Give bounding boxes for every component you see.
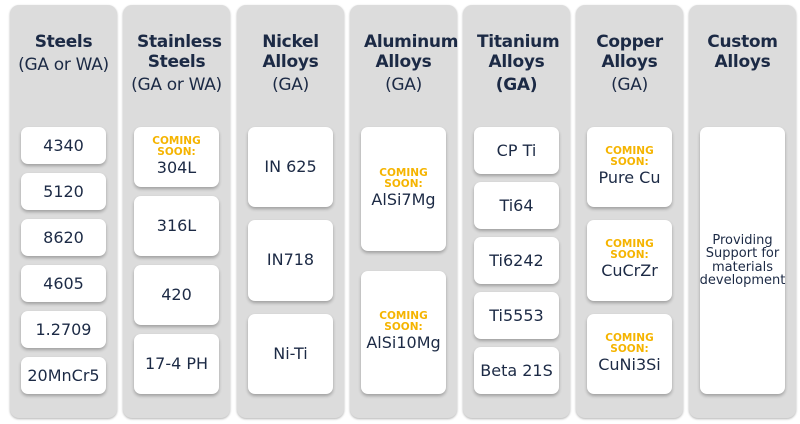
alloy-card[interactable]: COMING SOON: AlSi10Mg <box>361 270 446 394</box>
column-subtitle: (GA) <box>272 75 309 95</box>
alloy-name: CuNi3Si <box>598 354 661 374</box>
alloy-name: Beta 21S <box>480 360 553 380</box>
alloy-name: CuCrZr <box>601 261 658 281</box>
alloy-name: Ni-Ti <box>273 343 308 363</box>
alloy-card[interactable]: 8620 <box>21 219 106 256</box>
alloy-card[interactable]: Beta 21S <box>474 347 559 394</box>
alloy-name: 5120 <box>43 181 84 201</box>
column-stainless-steels: Stainless Steels (GA or WA) COMING SOON: 30… <box>123 5 230 418</box>
column-nickel-alloys: Nickel Alloys (GA) IN 625 IN718 Ni-Ti <box>237 5 344 418</box>
column-header: Nickel Alloys (GA) <box>237 32 344 96</box>
alloy-card[interactable]: Ti6242 <box>474 237 559 284</box>
card-list: IN 625 IN718 Ni-Ti <box>248 127 333 394</box>
alloy-name: 20MnCr5 <box>27 365 100 385</box>
alloy-name: 4340 <box>43 135 84 155</box>
alloy-card[interactable]: 17-4 PH <box>134 334 219 394</box>
alloy-card[interactable]: Ti5553 <box>474 292 559 339</box>
alloy-name: IN718 <box>266 250 315 270</box>
alloy-name: 420 <box>161 285 192 304</box>
alloy-card[interactable]: 5120 <box>21 173 106 210</box>
card-list: CP Ti Ti64 Ti6242 Ti5553 Beta 21S <box>474 127 559 394</box>
alloy-card[interactable]: 1.2709 <box>21 311 106 348</box>
alloy-card[interactable]: Ti64 <box>474 182 559 229</box>
alloy-name: IN 625 <box>264 157 317 177</box>
alloy-card[interactable]: IN 625 <box>248 127 333 208</box>
alloy-card[interactable]: COMING SOON: AlSi7Mg <box>361 127 446 251</box>
alloy-card[interactable]: 20MnCr5 <box>21 357 106 394</box>
card-list: Providing Support for materials developm… <box>700 127 785 394</box>
alloy-name: 316L <box>156 216 197 235</box>
column-aluminum-alloys: Aluminum Alloys (GA) COMING SOON: AlSi7Mg CO… <box>350 5 459 418</box>
column-header: Copper Alloys (GA) <box>576 32 683 96</box>
column-header: Titanium Alloys (GA) <box>463 32 570 96</box>
alloy-card[interactable]: COMING SOON: Pure Cu <box>587 127 672 208</box>
coming-soon-label: COMING SOON: <box>379 166 428 190</box>
alloy-name: 17-4 PH <box>144 354 209 373</box>
alloy-name: AlSi10Mg <box>366 333 441 353</box>
alloy-card[interactable]: Ni-Ti <box>248 313 333 394</box>
coming-soon-label: COMING SOON: <box>152 135 201 158</box>
alloy-card[interactable]: COMING SOON: CuCrZr <box>587 220 672 301</box>
card-list: COMING SOON: 304L 316L 420 17-4 PH <box>134 127 219 394</box>
coming-soon-label: COMING SOON: <box>605 331 654 355</box>
coming-soon-label: COMING SOON: <box>379 310 428 334</box>
alloy-card[interactable]: 420 <box>134 265 219 325</box>
column-title: Stainless Steels <box>137 32 222 72</box>
column-subtitle: (GA) <box>385 75 422 95</box>
column-subtitle: (GA or WA) <box>131 75 222 95</box>
column-title: Nickel Alloys <box>262 32 319 72</box>
alloy-card[interactable]: 4340 <box>21 127 106 164</box>
column-subtitle: (GA) <box>495 75 538 95</box>
column-titanium-alloys: Titanium Alloys (GA) CP Ti Ti64 Ti6242 Ti5553… <box>463 5 570 418</box>
card-list: COMING SOON: Pure Cu COMING SOON: CuCrZr COM… <box>587 127 672 394</box>
alloy-card[interactable]: 316L <box>134 196 219 256</box>
column-title: Titanium Alloys <box>477 32 560 72</box>
alloy-name: CP Ti <box>496 140 537 160</box>
alloy-name: Pure Cu <box>598 168 661 188</box>
alloy-name: Ti64 <box>499 195 534 215</box>
card-list: 4340 5120 8620 4605 1.2709 20MnCr5 <box>21 127 106 394</box>
alloy-card[interactable]: COMING SOON: CuNi3Si <box>587 313 672 394</box>
column-steels: Steels (GA or WA) 4340 5120 8620 4605 1.2709 20… <box>10 5 117 418</box>
column-title: Aluminum Alloys <box>364 32 459 72</box>
column-copper-alloys: Copper Alloys (GA) COMING SOON: Pure Cu COMI… <box>576 5 683 418</box>
alloy-name: 304L <box>156 158 197 177</box>
coming-soon-label: COMING SOON: <box>605 238 654 262</box>
column-custom-alloys: Custom Alloys Providing Support for mater… <box>689 5 796 418</box>
alloy-name: Ti6242 <box>489 250 544 270</box>
column-header: Steels (GA or WA) <box>10 32 117 76</box>
column-subtitle: (GA or WA) <box>18 55 109 75</box>
alloy-name: AlSi7Mg <box>371 189 436 209</box>
alloy-card[interactable]: Providing Support for materials developm… <box>700 127 785 394</box>
coming-soon-label: COMING SOON: <box>605 145 654 169</box>
column-subtitle: (GA) <box>611 75 648 95</box>
alloy-description: Providing Support for materials developm… <box>699 232 786 288</box>
column-title: Steels <box>34 32 93 52</box>
alloy-card[interactable]: COMING SOON: 304L <box>134 127 219 187</box>
alloy-name: 4605 <box>43 273 84 293</box>
column-header: Custom Alloys <box>689 32 796 72</box>
column-title: Custom Alloys <box>707 32 778 72</box>
column-header: Stainless Steels (GA or WA) <box>123 32 230 96</box>
alloy-name: Ti5553 <box>489 305 544 325</box>
card-list: COMING SOON: AlSi7Mg COMING SOON: AlSi10Mg <box>361 127 446 394</box>
alloy-name: 8620 <box>43 227 84 247</box>
column-header: Aluminum Alloys (GA) <box>350 32 459 96</box>
alloy-card[interactable]: 4605 <box>21 265 106 302</box>
column-title: Copper Alloys <box>596 32 663 72</box>
alloy-card[interactable]: IN718 <box>248 220 333 301</box>
alloy-card[interactable]: CP Ti <box>474 127 559 174</box>
alloy-name: 1.2709 <box>35 319 92 339</box>
